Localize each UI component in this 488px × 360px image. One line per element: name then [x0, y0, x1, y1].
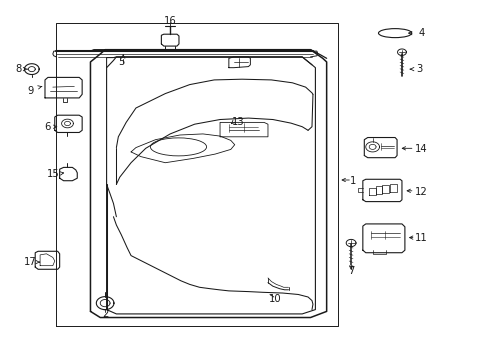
- Text: 2: 2: [102, 309, 108, 319]
- Text: 14: 14: [414, 144, 427, 154]
- Text: 7: 7: [347, 266, 354, 276]
- Text: 8: 8: [16, 64, 21, 74]
- Text: 11: 11: [414, 233, 427, 243]
- Text: 10: 10: [268, 294, 281, 304]
- Text: 16: 16: [163, 16, 176, 26]
- Text: 3: 3: [416, 64, 422, 74]
- Text: 6: 6: [44, 122, 51, 132]
- Text: 4: 4: [418, 28, 424, 38]
- Text: 17: 17: [24, 257, 37, 267]
- Text: 9: 9: [27, 86, 34, 96]
- Text: 12: 12: [414, 186, 427, 197]
- Text: 5: 5: [118, 57, 124, 67]
- Text: 15: 15: [46, 168, 59, 179]
- Text: 1: 1: [349, 176, 356, 186]
- Text: 13: 13: [232, 117, 244, 127]
